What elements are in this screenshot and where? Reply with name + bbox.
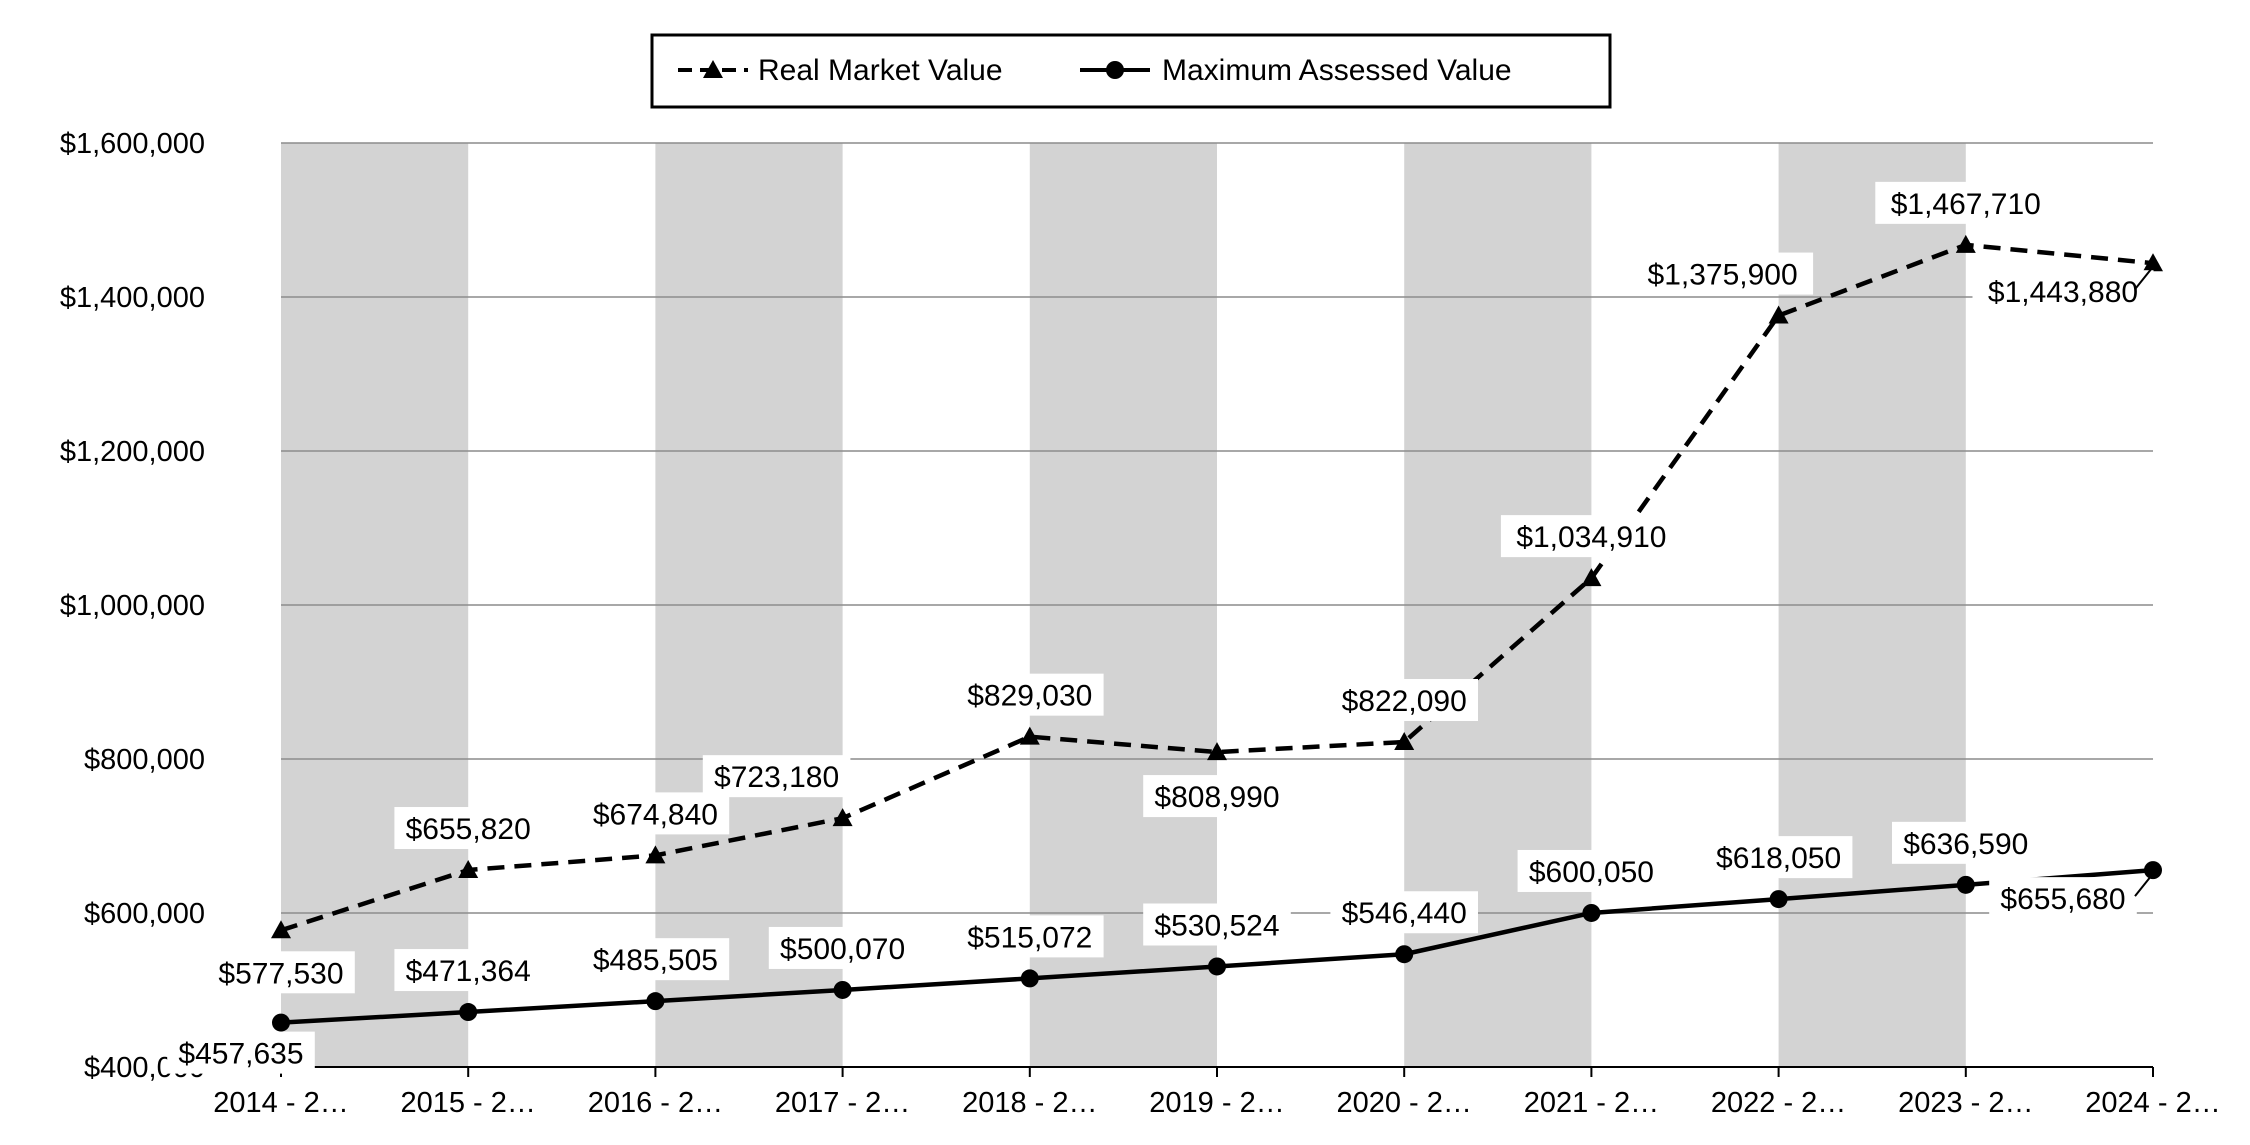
real-market-value-point [832, 808, 853, 827]
real-market-value-data-label: $723,180 [714, 761, 839, 794]
x-tick-label: 2024 - 2… [2085, 1087, 2220, 1119]
maximum-assessed-value-label-box [1517, 849, 1666, 892]
maximum-assessed-value-label-box [167, 1031, 315, 1074]
x-tick-label: 2023 - 2… [1898, 1087, 2033, 1119]
real-market-value-data-label: $1,375,900 [1648, 259, 1798, 292]
x-tick-label: 2020 - 2… [1336, 1087, 1471, 1119]
maximum-assessed-value-data-label: $655,680 [2000, 883, 2125, 916]
real-market-value-label-box [1972, 270, 2154, 313]
x-tick-label: 2014 - 2… [213, 1087, 348, 1119]
maximum-assessed-value-data-label: $636,590 [1903, 828, 2028, 861]
x-tick-label: 2015 - 2… [400, 1087, 535, 1119]
real-market-value-label-box [1875, 181, 2057, 224]
real-market-value-data-label: $1,467,710 [1891, 188, 2041, 221]
maximum-assessed-value-data-label: $618,050 [1716, 842, 1841, 875]
maximum-assessed-value-point [1769, 890, 1788, 909]
maximum-assessed-value-point [833, 980, 852, 999]
x-tick-label: 2019 - 2… [1149, 1087, 1284, 1119]
leader-line [2134, 268, 2152, 290]
maximum-assessed-value-data-label: $546,440 [1342, 897, 1467, 930]
real-market-value-label-box [394, 807, 542, 850]
maximum-assessed-value-point [2144, 861, 2162, 880]
legend: Real Market Value Maximum Assessed Value [650, 33, 1612, 109]
legend-mav-circle-icon [1106, 61, 1124, 79]
maximum-assessed-value-point [459, 1003, 478, 1022]
real-market-value-label-box [581, 792, 730, 835]
real-market-value-point [271, 920, 291, 939]
maximum-assessed-value-label-box [1143, 903, 1291, 946]
real-market-value-label-box [702, 755, 851, 798]
maximum-assessed-value-point [1208, 957, 1226, 976]
real-market-value-label-box [1143, 775, 1291, 818]
maximum-assessed-value-label-box [581, 938, 730, 981]
real-market-value-data-label: $1,034,910 [1516, 521, 1666, 554]
legend-rmv-triangle-icon [703, 60, 723, 78]
real-market-value-label-box [1500, 515, 1682, 558]
leader-line [2134, 875, 2152, 897]
x-tick-label: 2016 - 2… [588, 1087, 723, 1119]
maximum-assessed-value-data-label: $600,050 [1529, 856, 1654, 889]
real-market-value-point [1581, 568, 1602, 587]
real-market-value-label-box [207, 951, 355, 994]
maximum-assessed-value-data-label: $485,505 [593, 944, 718, 977]
real-market-value-data-label: $674,840 [593, 798, 718, 831]
y-tick-label: $1,400,000 [60, 282, 205, 314]
real-market-value-point [1955, 234, 1976, 253]
maximum-assessed-value-point [1395, 945, 1414, 964]
maximum-assessed-value-data-label: $500,070 [780, 933, 905, 966]
y-tick-label: $800,000 [84, 744, 205, 776]
series-layer [271, 234, 2163, 1032]
maximum-assessed-value-data-label: $471,364 [406, 955, 531, 988]
y-tick-label: $1,200,000 [60, 436, 205, 468]
maximum-assessed-value-data-label: $530,524 [1154, 909, 1279, 942]
real-market-value-data-label: $822,090 [1342, 685, 1467, 718]
real-market-value-data-label: $655,820 [406, 813, 531, 846]
y-tick-label: $600,000 [84, 898, 205, 930]
x-tick-label: 2021 - 2… [1524, 1087, 1659, 1119]
x-tick-label: 2017 - 2… [775, 1087, 910, 1119]
maximum-assessed-value-point [1956, 875, 1975, 894]
real-market-value-data-label: $808,990 [1154, 781, 1279, 814]
x-tick-label: 2022 - 2… [1711, 1087, 1846, 1119]
y-tick-label: $1,000,000 [60, 590, 205, 622]
real-market-value-point [1394, 731, 1415, 750]
legend-label-real-market-value: Real Market Value [758, 54, 1003, 87]
real-market-value-label-box [1632, 252, 1814, 295]
maximum-assessed-value-label-box [394, 949, 542, 992]
maximum-assessed-value-label-box [1989, 877, 2137, 920]
maximum-assessed-value-data-label: $515,072 [967, 921, 1092, 954]
data-labels: $577,530 $655,820 $674,840 $723,180 $829,030… [167, 181, 2154, 1074]
maximum-assessed-value-point [1582, 903, 1601, 922]
maximum-assessed-value-point [646, 992, 665, 1011]
real-market-value-label-box [1330, 678, 1478, 721]
x-tick-label: 2018 - 2… [962, 1087, 1097, 1119]
maximum-assessed-value-data-label: $457,635 [178, 1038, 303, 1071]
real-market-value-point [1019, 726, 1040, 745]
real-market-value-line [280, 242, 2154, 933]
maximum-assessed-value-label-box [1704, 836, 1853, 879]
maximum-assessed-value-label-box [1892, 821, 2040, 864]
real-market-value-data-label: $577,530 [218, 957, 343, 990]
real-market-value-point [1207, 742, 1227, 761]
real-market-value-point [1768, 305, 1789, 324]
maximum-assessed-value-label-box [1330, 891, 1478, 934]
legend-label-maximum-assessed-value: Maximum Assessed Value [1162, 54, 1512, 87]
maximum-assessed-value-point [272, 1013, 290, 1032]
real-market-value-point [645, 845, 666, 864]
real-market-value-point [458, 860, 479, 879]
maximum-assessed-value-label-box [768, 926, 917, 969]
maximum-assessed-value-point [1020, 969, 1039, 988]
real-market-value-point [2143, 253, 2163, 272]
real-market-value-data-label: $829,030 [967, 680, 1092, 713]
real-market-value-label-box [956, 673, 1104, 716]
axes: $400,000$600,000$800,000$1,000,000$1,200… [60, 128, 2221, 1119]
real-market-value-data-label: $1,443,880 [1988, 276, 2138, 309]
maximum-assessed-value-label-box [956, 915, 1104, 958]
y-tick-label: $1,600,000 [60, 128, 205, 160]
